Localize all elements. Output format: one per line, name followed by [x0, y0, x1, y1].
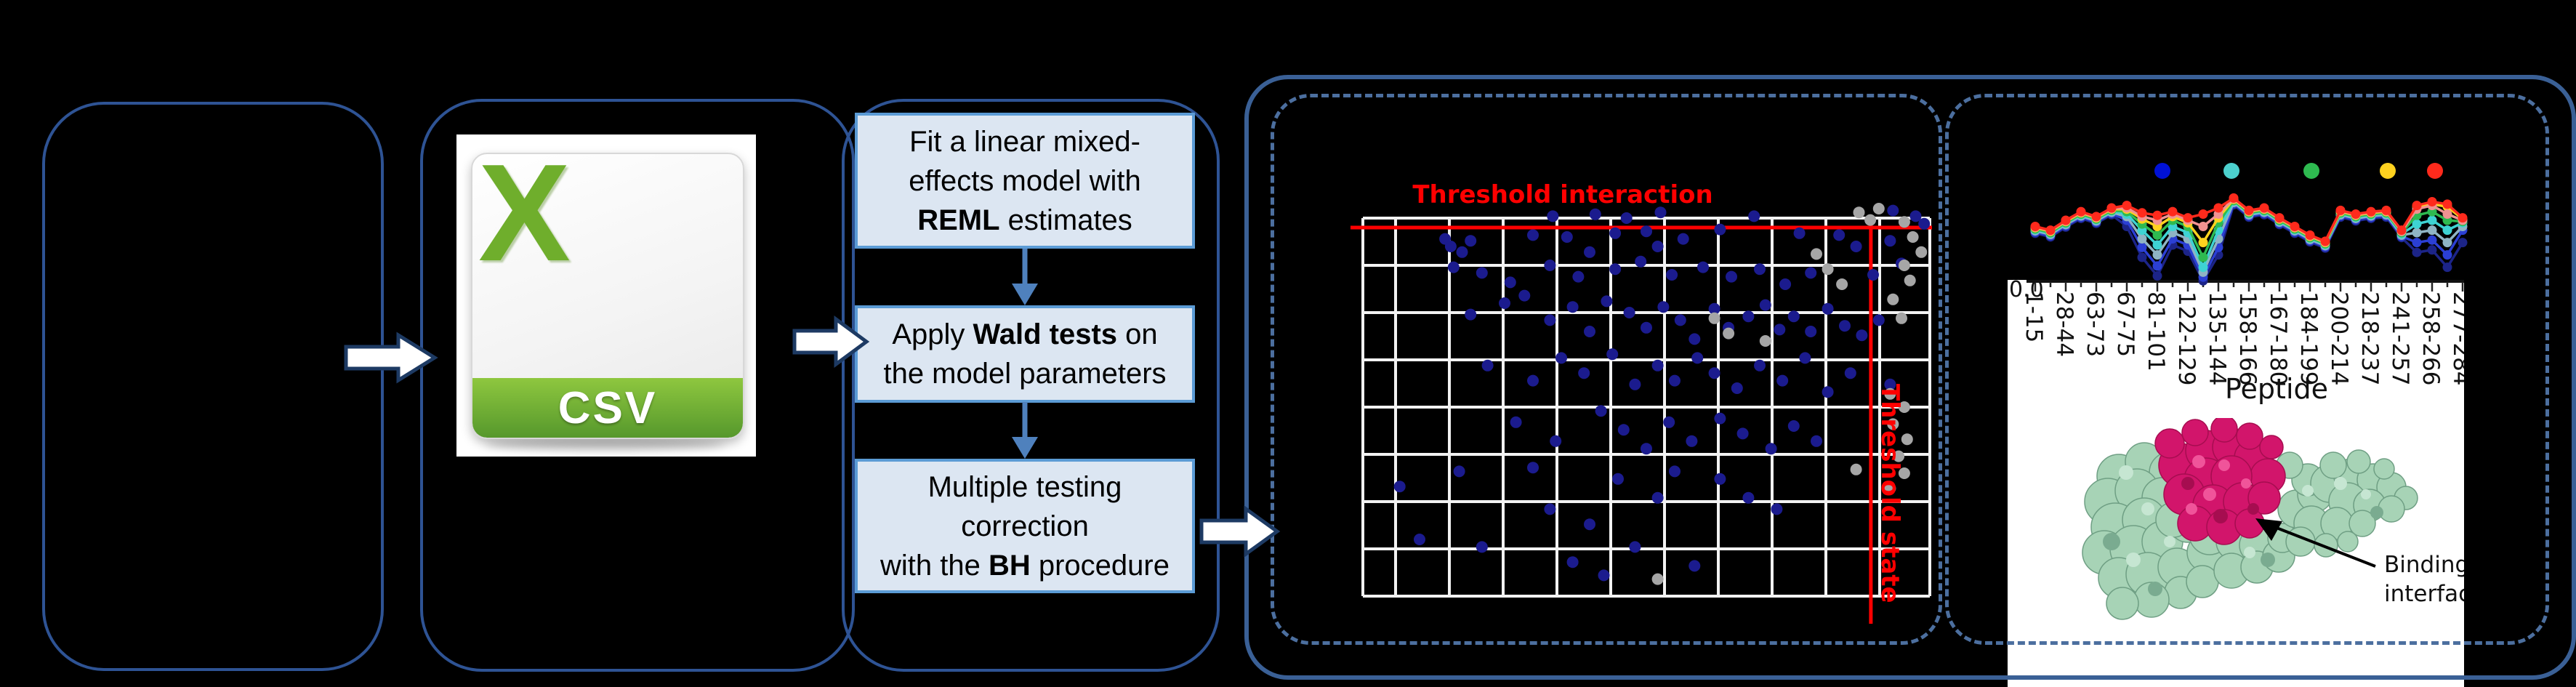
uptake-axis-and-protein-panel: 0.0 1-15 28-44 63-73 67-75 81-101 122-129 135-… — [2008, 280, 2464, 687]
panel-scatter-dashed — [1271, 94, 1942, 645]
protein-structure-image — [2082, 418, 2418, 620]
x-axis-ticks — [2034, 282, 2464, 292]
step-fit-lmm: Fit a linear mixed-effects model with REM… — [855, 113, 1195, 249]
csv-format-band: CSV — [472, 378, 743, 438]
timepoint-legend-dots — [2154, 163, 2443, 179]
csv-label: CSV — [558, 382, 658, 433]
excel-x-glyph: X — [478, 153, 571, 290]
csv-file-image: X CSV — [456, 134, 756, 457]
scatter-series-significant — [1393, 204, 1931, 582]
scatter-title: Threshold interaction — [1412, 180, 1713, 209]
protein-green-highlights — [2119, 465, 2371, 567]
binding-interface-annotation: Binding interface — [2384, 550, 2464, 609]
step-wald-tests: Apply Wald tests on the model parameters — [855, 305, 1195, 403]
step-bh-correction: Multiple testing correction with the BH pr… — [855, 459, 1195, 593]
down-arrow-icon — [1012, 249, 1038, 305]
csv-icon-shadow — [486, 438, 725, 450]
flow-arrow-icon — [344, 332, 438, 384]
down-arrow-icon — [1012, 402, 1038, 459]
annotation-line2: interface — [2384, 581, 2464, 608]
panel-3-stats — [842, 99, 1220, 672]
uptake-series-red — [2030, 193, 2468, 246]
panel-1-empty — [42, 102, 384, 671]
annotation-line1: Binding — [2384, 552, 2464, 578]
legend-dot-icon — [2427, 163, 2443, 179]
panel-results-outer — [1244, 75, 2576, 680]
scatter-series-non-significant — [1651, 203, 1928, 585]
volcano-scatter-plot — [1351, 203, 1932, 624]
flow-arrow-icon — [792, 316, 870, 368]
peptide-magenta-highlights — [2186, 455, 2251, 515]
x-axis-title: Peptide — [2224, 373, 2329, 405]
legend-dot-icon — [2154, 163, 2170, 179]
legend-dot-icon — [2303, 163, 2319, 179]
csv-file-icon: X CSV — [471, 153, 744, 439]
panel-2-csv — [420, 99, 855, 672]
legend-dot-icon — [2380, 163, 2396, 179]
x-axis-line — [2026, 280, 2464, 283]
binding-interface-arrow-icon — [2255, 518, 2376, 568]
peptide-magenta-shading — [2181, 477, 2259, 523]
panel-uptake-dashed — [1945, 94, 2549, 645]
uptake-line-chart — [2030, 163, 2468, 286]
flow-arrow-icon — [1199, 505, 1281, 558]
protein-green-shading — [2103, 506, 2383, 596]
legend-dot-icon — [2223, 163, 2239, 179]
y-tick-label: 0.0 — [2009, 280, 2044, 302]
